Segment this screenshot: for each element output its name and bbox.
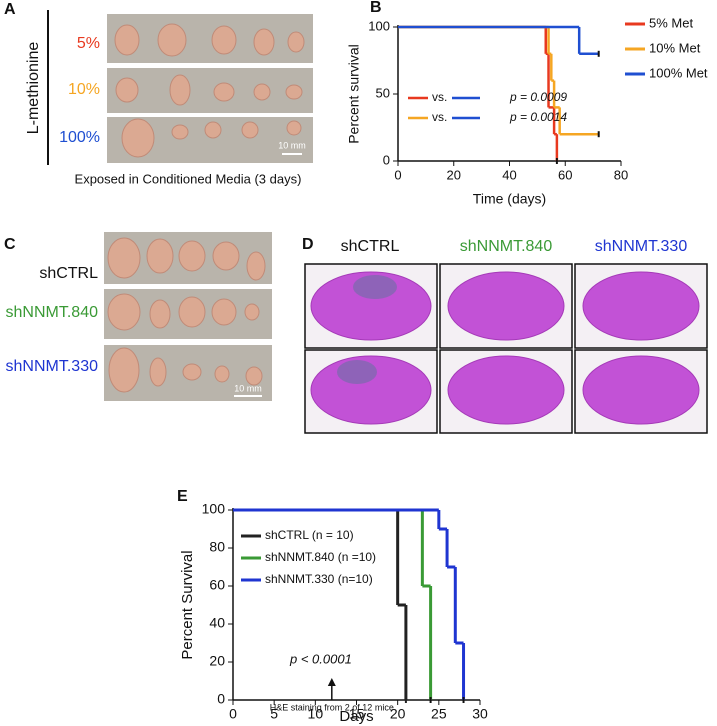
x-tick-label: 10 [308,706,324,722]
row-label: 5% [77,35,100,52]
panel-letter: D [302,236,314,253]
annotation: p = 0.0009 [509,90,567,104]
y-tick-label: 40 [209,615,225,631]
x-tick-label: 25 [431,706,447,722]
annotation: vs. [432,110,447,124]
column-label: shNNMT.840 [460,238,553,255]
row-label: 10% [68,81,100,98]
legend-label: shCTRL (n = 10) [265,528,354,542]
x-tick-label: 0 [229,706,237,722]
annotation: vs. [432,90,447,104]
x-tick-label: 0 [394,167,401,182]
x-tick-label: 60 [558,167,572,182]
x-tick-label: 15 [349,706,365,722]
caption: Exposed in Conditioned Media (3 days) [75,171,302,186]
row-label: shNNMT.330 [6,358,99,375]
y-tick-label: 60 [209,577,225,593]
y-tick-label: 20 [209,653,225,669]
legend-label: 10% Met [649,40,701,55]
annotation: H&E staining from 2 of 12 mice [270,702,394,712]
arrow-head [327,678,336,686]
y-tick-label: 50 [376,85,390,100]
x-axis-label: Time (days) [473,191,546,207]
x-tick-label: 40 [502,167,516,182]
photo [104,232,272,401]
legend-label: shNNMT.840 (n =10) [265,550,376,564]
y-tick-label: 100 [202,501,226,517]
annotation: p < 0.0001 [289,651,352,666]
scale-label: 10 mm [278,140,306,150]
panel-letter: E [177,488,188,505]
legend-label: 100% Met [649,65,708,80]
row-label: shNNMT.840 [6,304,99,321]
row-label: shCTRL [39,265,98,282]
photo [107,14,313,163]
legend-label: 5% Met [649,15,693,30]
column-label: shNNMT.330 [595,238,688,255]
y-tick-label: 100 [368,18,390,33]
x-axis-label: Days [339,708,373,725]
y-axis-label: Percent survival [346,44,362,144]
panel-letter: B [370,0,382,16]
legend-label: shNNMT.330 (n=10) [265,572,373,586]
axis-label: L-methionine [25,42,42,135]
x-tick-label: 80 [614,167,628,182]
panel-letter: A [4,1,16,18]
panel-letter: C [4,236,16,253]
x-tick-label: 30 [472,706,488,722]
row-label: 100% [59,129,100,146]
y-tick-label: 80 [209,539,225,555]
y-tick-label: 0 [383,152,390,167]
histology-image [304,263,708,434]
scale-label: 10 mm [234,383,262,393]
x-tick-label: 20 [390,706,406,722]
column-label: shCTRL [341,238,400,255]
x-tick-label: 5 [270,706,278,722]
y-tick-label: 0 [217,691,225,707]
x-tick-label: 20 [447,167,461,182]
annotation: p = 0.0014 [509,110,567,124]
y-axis-label: Percent Survival [179,550,196,659]
